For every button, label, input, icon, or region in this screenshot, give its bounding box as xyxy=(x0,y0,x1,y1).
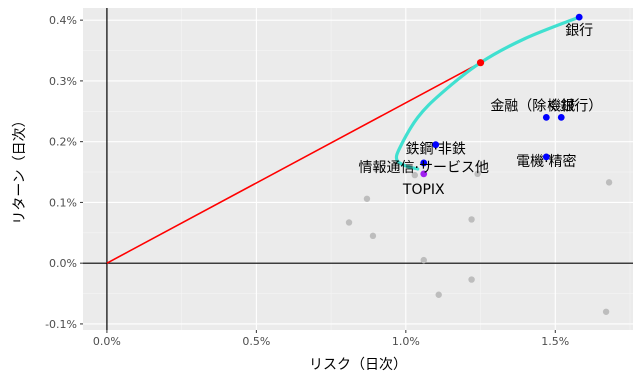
labeled-point xyxy=(557,113,565,121)
y-tick-label: -0.1% xyxy=(45,318,77,331)
plot-panel xyxy=(83,8,633,330)
x-tick-label: 1.0% xyxy=(392,335,420,348)
labeled-point xyxy=(542,113,550,121)
y-tick-label: 0.0% xyxy=(49,257,77,270)
other-point xyxy=(468,276,475,283)
other-point xyxy=(345,219,353,226)
tangency-point xyxy=(476,59,485,67)
y-axis-title: リターン（日次） xyxy=(12,113,28,224)
other-point xyxy=(474,170,481,178)
capital-market-line xyxy=(106,61,481,264)
point-label: TOPIX xyxy=(402,182,445,198)
other-point xyxy=(372,165,380,173)
other-point xyxy=(605,179,613,186)
reference-axes xyxy=(83,8,633,330)
other-point xyxy=(411,171,418,179)
other-point xyxy=(468,216,475,223)
other-point xyxy=(602,308,610,315)
point-label: 電機·精密 xyxy=(516,153,576,170)
grid xyxy=(83,8,633,330)
labeled-point xyxy=(420,170,428,178)
other-point xyxy=(363,195,371,202)
labeled-point xyxy=(542,153,550,161)
y-tick-label: 0.1% xyxy=(49,196,77,209)
chart-lines xyxy=(106,15,581,264)
other-point xyxy=(435,291,442,298)
labeled-point xyxy=(575,13,583,21)
y-tick-label: 0.2% xyxy=(49,136,77,149)
axis-ticks: 0.0% 0.5% 1.0% 1.5% -0.1% 0.0% 0.1% 0.2% 0.3% 0.4… xyxy=(45,14,569,348)
x-tick-label: 1.5% xyxy=(541,335,569,348)
labeled-point xyxy=(432,141,440,149)
efficient-frontier-curve xyxy=(394,15,581,171)
point-label: 金融（除く銀行） xyxy=(490,98,602,114)
point-label: 機械 xyxy=(547,98,575,114)
y-tick-label: 0.4% xyxy=(49,14,77,27)
x-axis-title: リスク（日次） xyxy=(309,357,407,373)
point-label: 鉄鋼·非鉄 xyxy=(405,142,465,158)
x-tick-label: 0.5% xyxy=(242,335,270,348)
labeled-point xyxy=(420,159,428,167)
y-tick-label: 0.3% xyxy=(49,75,77,88)
x-tick-label: 0.0% xyxy=(93,335,121,348)
other-point xyxy=(420,256,427,264)
other-point xyxy=(369,232,377,240)
point-label: 情報通信·サービス他 xyxy=(359,160,489,176)
chart-points xyxy=(345,13,613,315)
point-label: 銀行 xyxy=(565,23,593,39)
